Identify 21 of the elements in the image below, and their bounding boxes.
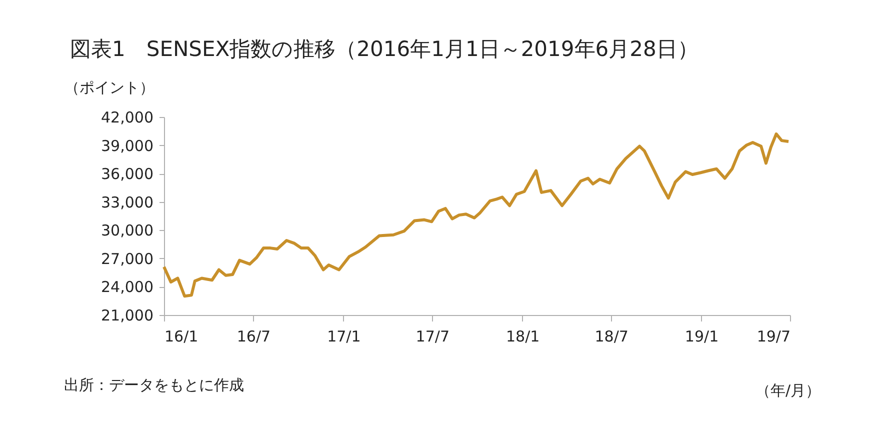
y-tick-label: 36,000 — [101, 165, 154, 184]
y-tick-label: 39,000 — [101, 136, 154, 155]
x-tick-label: 18/1 — [506, 328, 540, 346]
chart-title: 図表1 SENSEX指数の推移（2016年1月1日～2019年6月28日） — [70, 37, 698, 61]
y-tick-label: 21,000 — [101, 306, 154, 324]
x-tick-label: 16/1 — [164, 328, 198, 346]
text: 出所：データをもとに作成 — [64, 376, 244, 394]
x-tick-label: 18/7 — [594, 328, 628, 346]
x-tick-label: 17/1 — [327, 328, 361, 346]
x-tick-label: 16/7 — [236, 328, 271, 346]
y-tick-label: 33,000 — [101, 193, 154, 212]
y-axis-title: （ポイント） — [64, 78, 154, 96]
x-tick-label: 17/7 — [416, 328, 450, 346]
y-tick-label: 27,000 — [101, 250, 154, 268]
x-tick-label: 19/1 — [684, 328, 719, 346]
x-axis-title: （年/月） — [755, 382, 820, 400]
line-series — [162, 132, 790, 298]
x-tick-label: 19/7 — [756, 328, 790, 346]
y-tick-label: 24,000 — [101, 278, 154, 296]
y-tick-label: 42,000 — [101, 108, 154, 126]
y-tick-label: 30,000 — [101, 222, 154, 240]
